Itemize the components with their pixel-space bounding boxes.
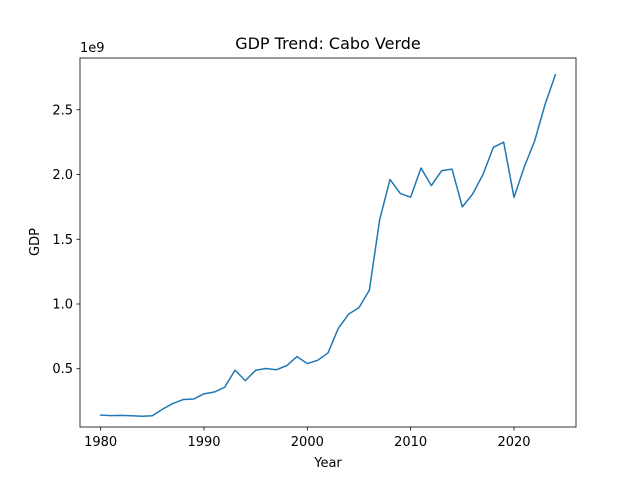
- chart-title: GDP Trend: Cabo Verde: [235, 34, 421, 53]
- y-tick-label: 2.0: [52, 168, 73, 183]
- x-tick-label: 2020: [497, 435, 530, 450]
- x-tick-label: 2010: [394, 435, 427, 450]
- y-tick-label: 0.5: [52, 362, 73, 377]
- gdp-series-line: [99, 73, 557, 417]
- x-tick-label: 1980: [84, 435, 117, 450]
- y-tick-label: 1.5: [52, 233, 73, 248]
- y-tick-label: 2.5: [52, 103, 73, 118]
- x-tick-label: 2000: [291, 435, 324, 450]
- y-axis-title: GDP: [28, 228, 43, 256]
- axes: 1980 1990 2000 2010 2020 0.5 1.0 1.5 2.0 2.5: [52, 57, 577, 450]
- plot-area: [99, 73, 557, 417]
- y-tick-label: 1.0: [52, 298, 73, 313]
- axes-frame: [79, 57, 577, 428]
- x-axis-title: Year: [313, 456, 342, 471]
- y-axis-multiplier: 1e9: [80, 41, 105, 56]
- x-tick-label: 1990: [187, 435, 220, 450]
